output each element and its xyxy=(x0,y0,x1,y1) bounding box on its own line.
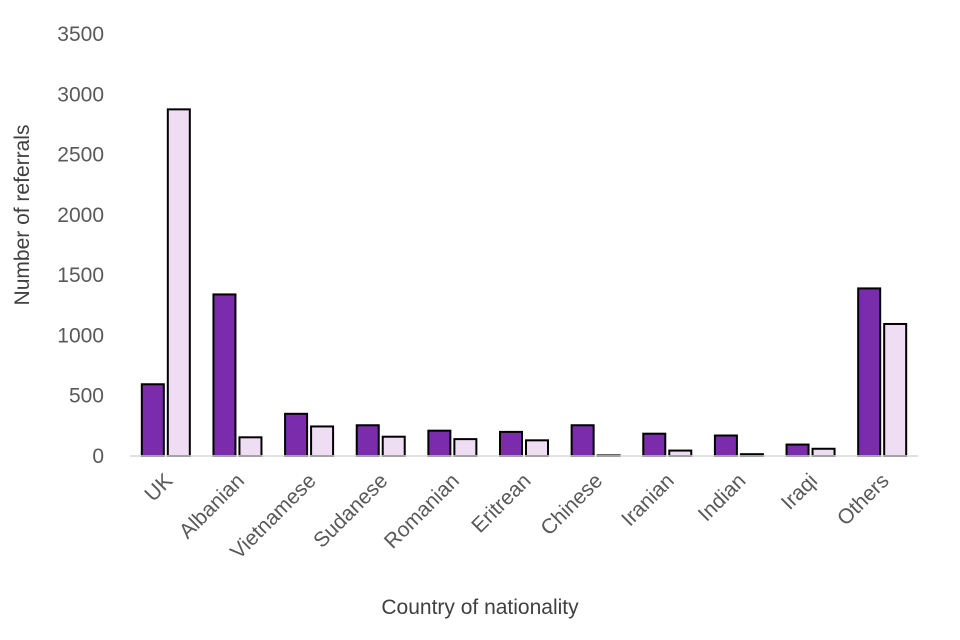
x-tick-label: Romanian xyxy=(380,469,464,553)
y-tick-label: 3500 xyxy=(57,23,104,46)
x-tick-label: Sudanese xyxy=(309,469,392,552)
bar-series-1 xyxy=(140,383,165,458)
y-tick-label: 1000 xyxy=(57,324,104,347)
x-tick-label: Eritrean xyxy=(467,469,535,537)
bar-series-2 xyxy=(381,435,406,457)
x-tick-label: Albanian xyxy=(175,469,249,543)
bar-series-1 xyxy=(212,293,237,458)
y-tick-label: 500 xyxy=(69,385,104,408)
bar-series-2 xyxy=(811,447,836,458)
bar-series-1 xyxy=(499,430,523,457)
y-axis-title: Number of referrals xyxy=(11,125,34,306)
bar-series-1 xyxy=(785,443,810,458)
bar-series-2 xyxy=(668,449,693,457)
bar-series-2 xyxy=(310,425,335,457)
bar-series-1 xyxy=(857,287,882,457)
x-tick-label: Indian xyxy=(694,469,751,526)
bar-series-1 xyxy=(284,412,309,457)
bar-series-2 xyxy=(166,108,191,457)
bar-series-2 xyxy=(238,436,263,458)
y-tick-label: 1500 xyxy=(57,264,104,287)
bar-series-2 xyxy=(453,438,478,457)
x-tick-label: Iranian xyxy=(617,469,679,531)
x-tick-label: Others xyxy=(833,469,894,530)
bar-series-1 xyxy=(642,432,667,457)
y-tick-label: 3000 xyxy=(57,83,104,106)
bar-series-2 xyxy=(525,439,549,457)
bar-series-1 xyxy=(355,424,380,457)
bar-series-1 xyxy=(427,429,452,457)
x-tick-label: UK xyxy=(140,469,177,506)
x-axis-title: Country of nationality xyxy=(381,596,579,619)
x-tick-label: Iraqi xyxy=(777,469,822,514)
bars xyxy=(140,108,908,458)
x-tick-label: Chinese xyxy=(536,469,607,540)
bar-series-2 xyxy=(883,322,908,457)
y-axis-ticks: 0 500 1000 1500 2000 2500 3000 3500 xyxy=(57,23,104,468)
bar-series-1 xyxy=(570,424,595,457)
y-tick-label: 0 xyxy=(92,445,104,468)
y-tick-label: 2500 xyxy=(57,144,104,167)
y-tick-label: 2000 xyxy=(57,204,104,227)
bar-series-1 xyxy=(713,434,738,458)
